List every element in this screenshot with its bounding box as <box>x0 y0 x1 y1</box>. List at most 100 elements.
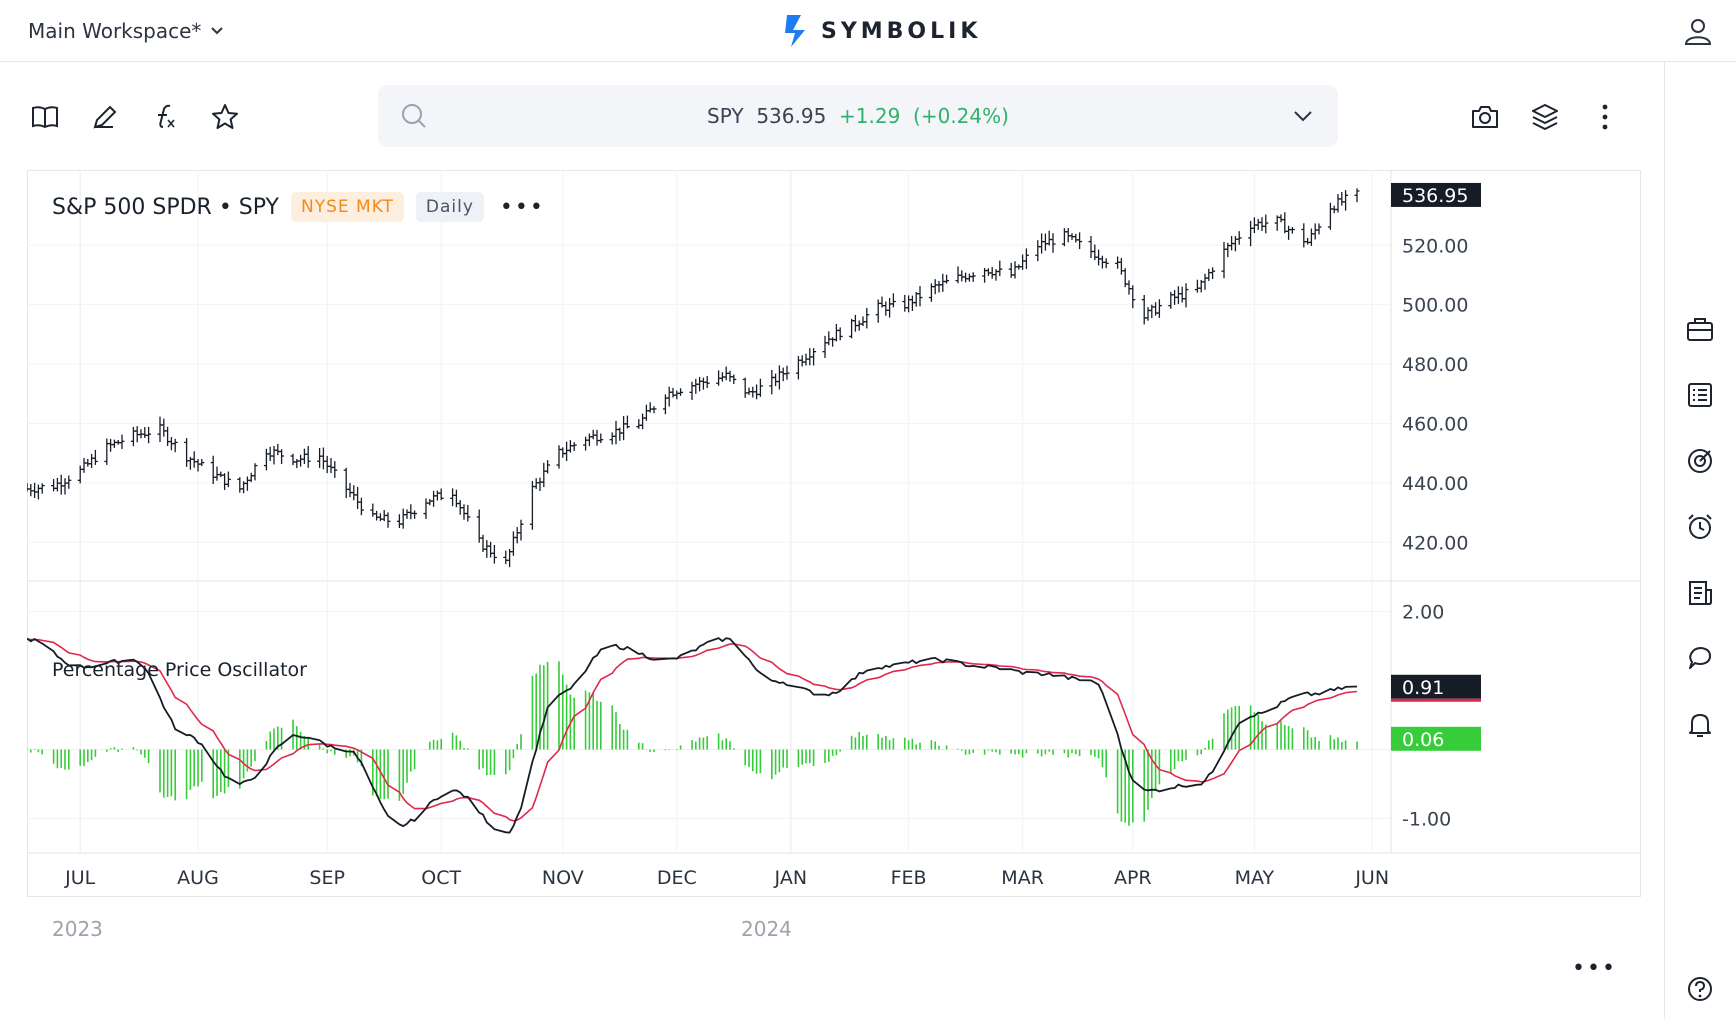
time-axis-label: SEP <box>309 867 345 889</box>
ohlc-bar <box>1130 285 1136 309</box>
ohlc-bar <box>864 307 870 329</box>
ohlc-bar <box>674 390 680 400</box>
ohlc-bar <box>1073 233 1079 243</box>
ohlc-bar <box>1061 228 1067 247</box>
ohlc-bar <box>1221 241 1227 279</box>
ohlc-bar <box>651 406 657 414</box>
ohlc-bar <box>989 266 995 279</box>
news-icon[interactable] <box>1685 578 1715 608</box>
ohlc-bar <box>636 419 642 429</box>
ohlc-bar <box>514 527 520 544</box>
ohlc-bar <box>1343 190 1349 211</box>
ohlc-bar <box>324 455 330 474</box>
price-tick-label: 480.00 <box>1402 354 1468 376</box>
ohlc-bar <box>666 386 672 407</box>
ohlc-bar <box>586 433 592 447</box>
signal-line <box>27 638 1358 822</box>
time-axis-label: FEB <box>891 867 927 889</box>
ohlc-bar <box>1354 188 1360 203</box>
radar-icon[interactable] <box>1685 446 1715 476</box>
ohlc-bar <box>301 448 307 465</box>
function-icon[interactable] <box>149 101 181 133</box>
bell-icon[interactable] <box>1685 710 1715 740</box>
ohlc-bar <box>423 498 429 519</box>
price-tick-label: 440.00 <box>1402 473 1468 495</box>
symbol-search[interactable]: SPY 536.95 +1.29 (+0.24%) <box>378 85 1338 147</box>
interval-badge[interactable]: Daily <box>415 192 484 222</box>
briefcase-icon[interactable] <box>1685 314 1715 344</box>
exchange-badge: NYSE MKT <box>290 192 404 222</box>
camera-icon[interactable] <box>1469 101 1501 133</box>
quote-symbol: SPY <box>707 104 744 128</box>
price-bars <box>27 188 1360 568</box>
ohlc-bar <box>1248 220 1254 247</box>
chart-panel[interactable]: JUL AUG SEP OCT NOV DEC JAN FEB MAR APR MAY JUN 420.… <box>27 170 1641 998</box>
ohlc-bar <box>932 279 938 295</box>
ohlc-bar <box>852 314 858 332</box>
price-tick-label: 520.00 <box>1402 235 1468 257</box>
ohlc-bar <box>1077 232 1083 250</box>
ohlc-bar <box>1023 248 1029 269</box>
ohlc-bar <box>997 260 1003 277</box>
alarm-clock-icon[interactable] <box>1685 512 1715 542</box>
ohlc-bar <box>1263 214 1269 234</box>
ohlc-bar <box>742 377 748 398</box>
ohlc-bar <box>142 427 148 439</box>
time-axis-label: JUL <box>64 867 96 889</box>
ohlc-bar <box>811 348 817 366</box>
ohlc-bar <box>1286 225 1292 240</box>
workspace-label: Main Workspace* <box>28 19 202 43</box>
ohlc-bar <box>104 438 110 465</box>
ohlc-bar <box>275 443 281 456</box>
ohlc-bar <box>1012 261 1018 279</box>
time-axis-label: APR <box>1114 867 1152 889</box>
ohlc-bar <box>51 479 57 492</box>
ohlc-bar <box>963 272 969 283</box>
ohlc-bar <box>218 471 224 478</box>
time-axis-options-button[interactable]: ••• <box>1572 956 1617 981</box>
workspace-selector[interactable]: Main Workspace* <box>28 19 225 43</box>
ohlc-bar <box>400 508 406 529</box>
ohlc-bar <box>434 490 440 501</box>
user-icon[interactable] <box>1683 16 1713 46</box>
ohlc-bar <box>1339 191 1345 206</box>
time-axis-label: OCT <box>421 867 461 889</box>
layers-icon[interactable] <box>1529 101 1561 133</box>
ohlc-bar <box>461 504 467 520</box>
ohlc-bar <box>784 365 790 380</box>
ohlc-bar <box>92 449 98 465</box>
pencil-icon[interactable] <box>89 101 121 133</box>
chart-canvas[interactable]: JUL AUG SEP OCT NOV DEC JAN FEB MAR APR MAY JUN 420.… <box>27 170 1641 998</box>
ohlc-bar <box>503 550 509 565</box>
ohlc-bar <box>944 274 950 284</box>
ohlc-bar <box>210 455 216 485</box>
ohlc-bar <box>1232 236 1238 252</box>
ohlc-bar <box>769 370 775 395</box>
ohlc-bar <box>533 478 539 489</box>
time-axis-label: DEC <box>657 867 697 889</box>
ohlc-bar <box>940 273 946 292</box>
ohlc-bar <box>902 294 908 312</box>
ohlc-bar <box>81 458 87 473</box>
chart-options-button[interactable]: ••• <box>499 194 545 220</box>
more-vertical-icon[interactable] <box>1589 101 1621 133</box>
ohlc-bar <box>1278 214 1284 223</box>
chevron-down-icon[interactable] <box>1292 105 1314 127</box>
book-icon[interactable] <box>29 101 61 133</box>
star-icon[interactable] <box>209 101 241 133</box>
list-icon[interactable] <box>1685 380 1715 410</box>
ohlc-bar <box>689 381 695 400</box>
ohlc-bar <box>488 541 494 558</box>
ohlc-bar <box>754 384 760 400</box>
price-tick-label: 460.00 <box>1402 413 1468 435</box>
ohlc-bar <box>1305 237 1311 245</box>
ohlc-bar <box>537 477 543 492</box>
ohlc-bar <box>909 295 915 311</box>
price-tick-label: 420.00 <box>1402 532 1468 554</box>
ohlc-bar <box>1259 217 1265 232</box>
help-icon[interactable] <box>1685 974 1715 1004</box>
ohlc-bar <box>613 420 619 445</box>
ohlc-bar <box>157 416 163 443</box>
ohlc-bar <box>195 458 201 472</box>
chat-icon[interactable] <box>1685 644 1715 674</box>
